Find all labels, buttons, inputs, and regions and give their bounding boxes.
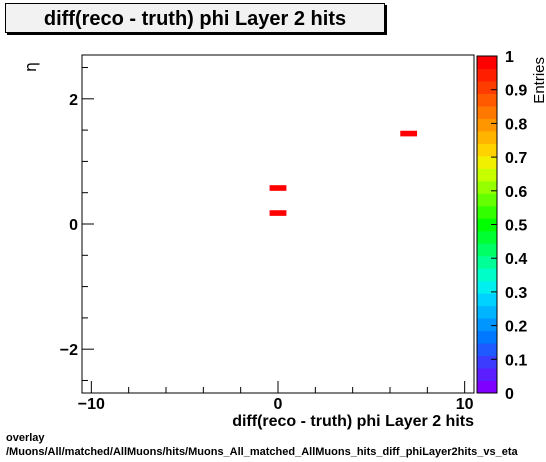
color-scale-band bbox=[477, 205, 497, 219]
color-scale-band bbox=[477, 330, 497, 344]
heatmap-cell bbox=[400, 130, 418, 137]
color-scale-band bbox=[477, 168, 497, 182]
footer-path-label: /Muons/All/matched/AllMuons/hits/Muons_A… bbox=[6, 446, 518, 458]
color-scale-band bbox=[477, 80, 497, 94]
color-scale-band bbox=[477, 218, 497, 232]
y-tick-label: −2 bbox=[60, 342, 78, 359]
color-scale-band bbox=[477, 230, 497, 244]
color-scale-band bbox=[477, 318, 497, 332]
color-scale-band bbox=[477, 343, 497, 357]
color-scale-band bbox=[477, 68, 497, 82]
color-scale-band bbox=[477, 180, 497, 194]
color-scale-band bbox=[477, 293, 497, 307]
chart-title-box: diff(reco - truth) phi Layer 2 hits bbox=[5, 3, 385, 33]
color-scale-band bbox=[477, 355, 497, 369]
color-scale-band bbox=[477, 56, 497, 69]
color-scale-band bbox=[477, 193, 497, 207]
color-scale-band bbox=[477, 130, 497, 144]
color-scale-band bbox=[477, 255, 497, 269]
z-tick-label: 0.6 bbox=[505, 184, 527, 201]
z-tick-label: 0 bbox=[505, 386, 514, 403]
heatmap-cell bbox=[269, 210, 287, 216]
z-tick-label: 0.8 bbox=[505, 116, 527, 133]
z-tick-label: 0.3 bbox=[505, 285, 527, 302]
color-scale-band bbox=[477, 105, 497, 119]
z-tick-label: 0.7 bbox=[505, 150, 527, 167]
color-scale-band bbox=[477, 305, 497, 319]
plot-frame bbox=[81, 54, 475, 394]
x-axis-label: diff(reco - truth) phi Layer 2 hits bbox=[232, 413, 474, 430]
color-scale-band bbox=[477, 143, 497, 157]
x-tick-label: −10 bbox=[78, 396, 105, 413]
color-scale-band bbox=[477, 368, 497, 382]
z-tick-label: 0.4 bbox=[505, 251, 527, 268]
color-scale-band bbox=[477, 155, 497, 169]
y-tick-label: 0 bbox=[69, 217, 78, 234]
z-tick-label: 1 bbox=[505, 49, 514, 66]
z-axis-label: Entries bbox=[531, 57, 546, 104]
color-scale-band bbox=[477, 380, 497, 394]
color-scale-band bbox=[477, 93, 497, 107]
color-scale-band bbox=[477, 268, 497, 282]
z-tick-label: 0.2 bbox=[505, 319, 527, 336]
footer-overlay-label: overlay bbox=[6, 432, 45, 444]
z-tick-label: 0.5 bbox=[505, 218, 527, 235]
z-tick-label: 0.9 bbox=[505, 83, 527, 100]
y-axis-label: η bbox=[21, 62, 40, 72]
heatmap-cell bbox=[269, 185, 287, 191]
x-tick-label: 10 bbox=[456, 396, 474, 413]
chart-title: diff(reco - truth) phi Layer 2 hits bbox=[43, 8, 347, 30]
color-scale-band bbox=[477, 280, 497, 294]
color-scale-band bbox=[477, 118, 497, 132]
color-scale-band bbox=[477, 243, 497, 257]
z-tick-label: 0.1 bbox=[505, 352, 527, 369]
x-tick-label: 0 bbox=[274, 396, 283, 413]
y-tick-label: 2 bbox=[69, 92, 78, 109]
